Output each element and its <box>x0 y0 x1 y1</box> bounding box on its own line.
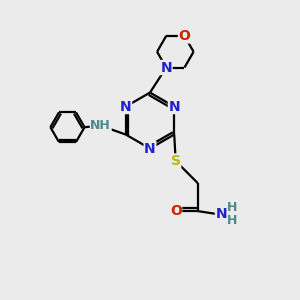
Text: O: O <box>170 204 182 218</box>
Text: NH: NH <box>90 119 111 132</box>
Text: H: H <box>227 201 237 214</box>
Text: N: N <box>120 100 132 114</box>
Text: N: N <box>215 207 227 221</box>
Text: H: H <box>227 214 237 227</box>
Text: S: S <box>171 154 181 168</box>
Text: N: N <box>168 100 180 114</box>
Text: N: N <box>144 142 156 155</box>
Text: O: O <box>178 29 190 43</box>
Text: N: N <box>160 61 172 75</box>
